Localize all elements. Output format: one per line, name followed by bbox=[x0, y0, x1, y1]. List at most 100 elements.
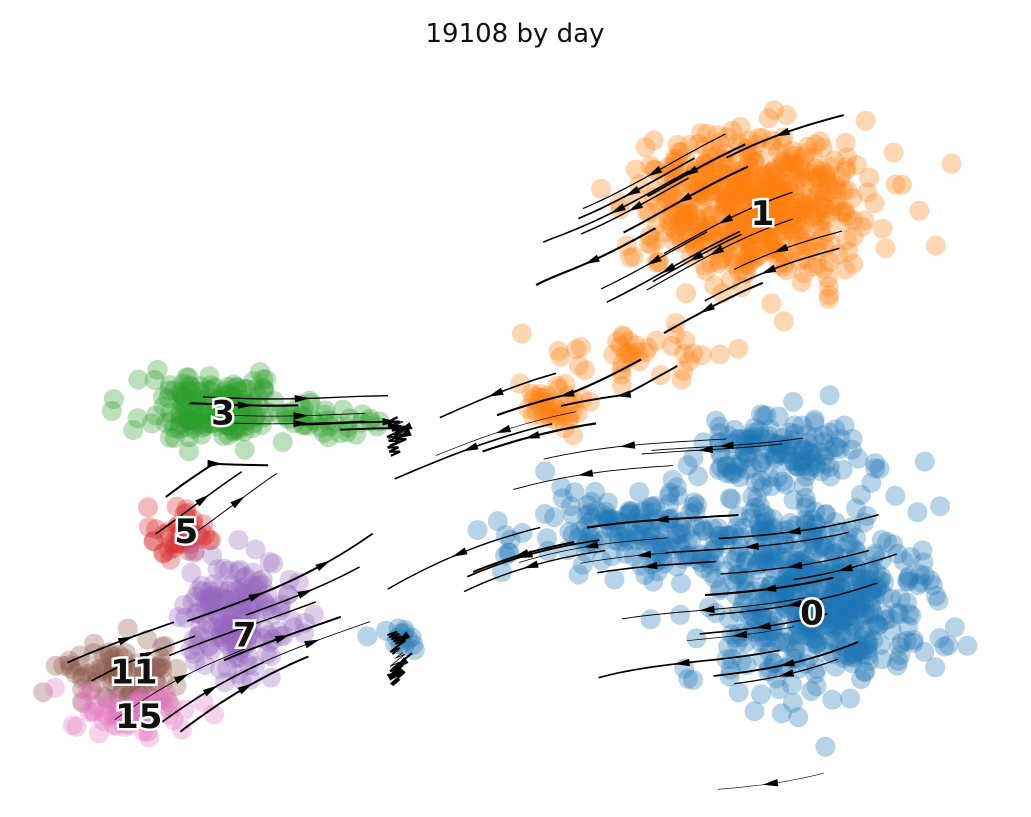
scatter-point bbox=[403, 634, 424, 655]
scatter-point bbox=[708, 125, 728, 146]
scatter-point bbox=[743, 182, 764, 203]
scatter-point bbox=[828, 607, 849, 628]
scatter-point bbox=[750, 551, 771, 571]
scatter-point bbox=[825, 419, 846, 440]
scatter-point bbox=[787, 167, 808, 188]
scatter-point bbox=[715, 193, 736, 214]
scatter-point bbox=[740, 508, 761, 529]
scatter-point bbox=[843, 643, 864, 664]
scatter-point bbox=[709, 344, 730, 365]
scatter-point bbox=[788, 559, 809, 579]
scatter-point bbox=[815, 736, 836, 757]
scatter-point bbox=[804, 427, 825, 448]
scatter-point bbox=[801, 619, 822, 640]
scatter-point bbox=[846, 567, 867, 588]
scatter-point bbox=[772, 444, 793, 465]
scatter-point bbox=[805, 501, 826, 522]
scatter-point bbox=[820, 466, 841, 487]
scatter-point bbox=[633, 514, 654, 535]
scatter-point bbox=[858, 633, 879, 653]
scatter-point bbox=[642, 511, 663, 532]
scatter-point bbox=[731, 164, 752, 185]
scatter-point bbox=[842, 628, 863, 649]
scatter-point bbox=[848, 609, 869, 630]
scatter-point bbox=[907, 502, 928, 523]
scatter-point bbox=[750, 523, 771, 544]
scatter-point bbox=[791, 440, 812, 460]
scatter-point bbox=[744, 422, 765, 443]
scatter-point bbox=[841, 616, 862, 637]
scatter-point bbox=[750, 684, 771, 705]
scatter-point bbox=[837, 180, 858, 201]
scatter-point bbox=[716, 525, 737, 546]
scatter-point bbox=[768, 175, 789, 196]
scatter-point bbox=[830, 428, 851, 449]
scatter-point bbox=[925, 235, 946, 256]
scatter-point bbox=[745, 560, 766, 580]
scatter-point bbox=[930, 496, 951, 517]
scatter-point bbox=[672, 215, 693, 236]
scatter-point bbox=[854, 661, 875, 681]
scatter-point bbox=[783, 391, 804, 412]
scatter-point bbox=[854, 596, 875, 617]
scatter-point bbox=[775, 598, 796, 619]
scatter-point bbox=[716, 222, 737, 243]
scatter-point bbox=[788, 201, 809, 222]
scatter-point bbox=[128, 369, 149, 390]
scatter-point bbox=[783, 451, 804, 472]
scatter-point bbox=[751, 576, 772, 597]
scatter-point bbox=[744, 528, 764, 549]
scatter-point bbox=[820, 156, 841, 177]
scatter-point bbox=[694, 520, 715, 541]
scatter-point bbox=[751, 167, 771, 188]
scatter-point bbox=[778, 436, 799, 457]
scatter-point bbox=[773, 593, 794, 613]
scatter-point bbox=[833, 180, 854, 201]
scatter-point bbox=[633, 530, 654, 551]
scatter-point bbox=[619, 502, 640, 523]
scatter-point bbox=[693, 521, 714, 542]
scatter-point bbox=[784, 176, 805, 197]
scatter-point bbox=[740, 433, 761, 454]
scatter-point bbox=[773, 257, 794, 277]
scatter-point bbox=[620, 514, 641, 535]
scatter-point bbox=[825, 196, 846, 217]
scatter-point bbox=[763, 177, 784, 198]
scatter-point bbox=[723, 181, 744, 202]
scatter-point bbox=[773, 311, 794, 332]
scatter-point bbox=[786, 624, 807, 645]
scatter-point bbox=[667, 135, 688, 155]
scatter-point bbox=[898, 616, 919, 637]
scatter-point bbox=[635, 137, 656, 158]
scatter-point bbox=[815, 210, 835, 231]
scatter-point bbox=[758, 425, 779, 446]
scatter-point bbox=[819, 252, 840, 272]
scatter-point bbox=[723, 551, 744, 572]
scatter-point bbox=[778, 173, 799, 194]
scatter-point bbox=[563, 505, 583, 526]
scatter-point bbox=[746, 601, 767, 622]
scatter-point bbox=[788, 538, 809, 559]
scatter-point bbox=[771, 546, 792, 567]
scatter-point bbox=[782, 436, 803, 457]
scatter-point bbox=[689, 230, 710, 251]
scatter-point bbox=[774, 520, 795, 541]
scatter-point bbox=[787, 558, 808, 579]
scatter-point bbox=[739, 237, 760, 258]
scatter-point bbox=[838, 601, 858, 622]
scatter-point bbox=[819, 608, 840, 629]
scatter-point bbox=[744, 417, 765, 438]
scatter-point bbox=[621, 501, 642, 522]
scatter-point bbox=[761, 536, 782, 557]
scatter-point bbox=[819, 385, 840, 406]
scatter-point bbox=[934, 636, 955, 657]
scatter-point bbox=[705, 568, 725, 589]
scatter-point bbox=[742, 486, 763, 507]
scatter-point bbox=[562, 524, 583, 545]
scatter-point bbox=[807, 205, 827, 226]
scatter-point bbox=[787, 583, 808, 604]
scatter-point bbox=[728, 456, 749, 477]
scatter-point bbox=[724, 524, 745, 545]
scatter-point bbox=[896, 630, 917, 651]
scatter-point bbox=[727, 517, 748, 538]
